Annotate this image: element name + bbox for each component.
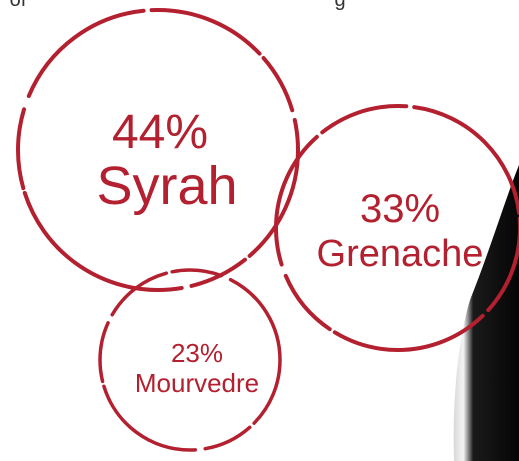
page: of g 44% Syrah 33% Grenache 23% Mourvedr…: [0, 0, 519, 461]
blend-percent: 33%: [360, 187, 440, 231]
header-fragment: g: [334, 0, 345, 11]
blend-name: Grenache: [317, 233, 484, 275]
blend-percent: 44%: [112, 106, 208, 159]
blend-percent: 23%: [171, 338, 223, 368]
circles: [18, 10, 519, 450]
bottle: [454, 165, 519, 461]
blend-name: Mourvedre: [135, 368, 259, 398]
header-fragment: of: [10, 0, 27, 11]
infographic: of g 44% Syrah 33% Grenache 23% Mourvedr…: [0, 0, 519, 461]
blend-name: Syrah: [96, 156, 237, 216]
